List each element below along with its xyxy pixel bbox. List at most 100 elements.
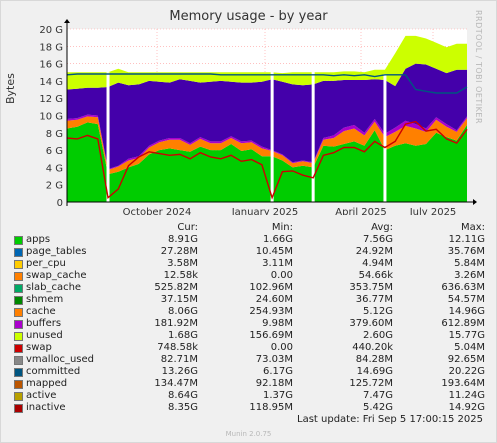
- y-tick-label: 18 G: [39, 42, 63, 53]
- legend-name: committed: [26, 366, 81, 377]
- legend-swatch: [14, 236, 23, 245]
- legend-min-value: 6.17G: [262, 366, 293, 377]
- axes: [64, 19, 477, 206]
- legend-avg-value: 4.94M: [362, 258, 393, 269]
- legend-swatch: [14, 248, 23, 257]
- legend-name: apps: [26, 234, 51, 245]
- y-tick-label: 12 G: [39, 94, 63, 105]
- area-series: [67, 35, 467, 203]
- x-tick-label: April 2025: [335, 207, 386, 215]
- legend-min-value: 254.93M: [249, 306, 293, 317]
- legend-swatch: [14, 284, 23, 293]
- legend-row-shmem: shmem 37.15M 24.60M 36.77M 54.57M: [0, 294, 497, 306]
- legend-max-value: 14.96G: [448, 306, 485, 317]
- legend-cur-value: 748.58k: [157, 342, 198, 353]
- y-tick-label: 4 G: [46, 163, 63, 174]
- legend-name: shmem: [26, 294, 64, 305]
- data-gap: [106, 72, 110, 202]
- area-apps: [67, 122, 467, 202]
- legend-header: Cur: Min: Avg: Max:: [0, 222, 497, 234]
- legend-name: active: [26, 390, 57, 401]
- last-update: Last update: Fri Sep 5 17:00:15 2025: [297, 414, 483, 425]
- area-unused: [67, 35, 467, 90]
- legend-row-unused: unused 1.68G 156.69M 2.60G 15.77G: [0, 330, 497, 342]
- legend-avg-value: 379.60M: [349, 318, 393, 329]
- legend-avg-value: 24.92M: [355, 246, 393, 257]
- legend-max-value: 11.24G: [448, 390, 485, 401]
- legend-name: buffers: [26, 318, 62, 329]
- legend-min-value: 9.98M: [262, 318, 293, 329]
- legend-min-value: 0.00: [270, 342, 293, 353]
- data-gap: [311, 69, 315, 202]
- legend-row-cache: cache 8.06G 254.93M 5.12G 14.96G: [0, 306, 497, 318]
- legend-swatch: [14, 380, 23, 389]
- legend-name: cache: [26, 306, 56, 317]
- legend-max-value: 5.04M: [454, 342, 485, 353]
- legend-swatch: [14, 320, 23, 329]
- munin-version: Munin 2.0.75: [225, 430, 272, 438]
- x-tick-labels: October 2024 January 2025 April 2025 July 2…: [123, 207, 457, 215]
- legend-avg-value: 36.77M: [355, 294, 393, 305]
- legend-row-swap: swap 748.58k 0.00 440.20k 5.04M: [0, 342, 497, 354]
- legend-row-committed: committed 13.26G 6.17G 14.69G 20.22G: [0, 366, 497, 378]
- x-tick-label: January 2025: [231, 207, 299, 215]
- legend-avg-value: 54.66k: [358, 270, 393, 281]
- legend-header-min: Min:: [271, 222, 293, 233]
- legend-min-value: 92.18M: [255, 378, 293, 389]
- legend-max-value: 54.57M: [447, 294, 485, 305]
- legend-min-value: 10.45M: [255, 246, 293, 257]
- legend-cur-value: 3.58M: [167, 258, 198, 269]
- legend-swatch: [14, 368, 23, 377]
- legend-min-value: 118.95M: [249, 402, 293, 413]
- legend-name: page_tables: [26, 246, 87, 257]
- legend-cur-value: 8.35G: [167, 402, 198, 413]
- legend-avg-value: 125.72M: [349, 378, 393, 389]
- legend-min-value: 0.00: [270, 270, 293, 281]
- memory-chart: 0 2 G 4 G 6 G 8 G 10 G 12 G 14 G 16 G 18 G 20 G Oc…: [39, 19, 477, 215]
- x-axis-arrow: [473, 199, 477, 205]
- legend-row-buffers: buffers 181.92M 9.98M 379.60M 612.89M: [0, 318, 497, 330]
- data-gap: [270, 70, 274, 203]
- legend-row-per-cpu: per_cpu 3.58M 3.11M 4.94M 5.84M: [0, 258, 497, 270]
- legend-cur-value: 13.26G: [161, 366, 198, 377]
- legend-avg-value: 14.69G: [356, 366, 393, 377]
- legend-swatch: [14, 344, 23, 353]
- legend-swatch: [14, 296, 23, 305]
- legend-max-value: 612.89M: [441, 318, 485, 329]
- legend-row-mapped: mapped 134.47M 92.18M 125.72M 193.64M: [0, 378, 497, 390]
- y-tick-label: 2 G: [46, 181, 63, 192]
- legend-max-value: 14.92G: [448, 402, 485, 413]
- legend-avg-value: 7.56G: [362, 234, 393, 245]
- legend-swatch: [14, 332, 23, 341]
- legend-max-value: 3.26M: [454, 270, 485, 281]
- legend-row-inactive: inactive 8.35G 118.95M 5.42G 14.92G: [0, 402, 497, 414]
- chart-title: Memory usage - by year: [169, 9, 328, 24]
- line-series: [66, 73, 468, 200]
- x-tick-label: July 2025: [409, 207, 457, 215]
- legend-row-active: active 8.64G 1.37G 7.47G 11.24G: [0, 390, 497, 402]
- legend-swatch: [14, 260, 23, 269]
- legend-row-apps: apps 8.91G 1.66G 7.56G 12.11G: [0, 234, 497, 246]
- legend-max-value: 636.63M: [441, 282, 485, 293]
- legend-cur-value: 525.82M: [154, 282, 198, 293]
- legend-header-cur: Cur:: [177, 222, 198, 233]
- legend-name: mapped: [26, 378, 68, 389]
- legend-name: per_cpu: [26, 258, 66, 269]
- legend-swatch: [14, 308, 23, 317]
- legend-cur-value: 82.71M: [160, 354, 198, 365]
- legend-name: inactive: [26, 402, 66, 413]
- legend-row-vmalloc-used: vmalloc_used 82.71M 73.03M 84.28M 92.65M: [0, 354, 497, 366]
- legend-avg-value: 84.28M: [355, 354, 393, 365]
- legend-avg-value: 5.42G: [362, 402, 393, 413]
- legend-row-page-tables: page_tables 27.28M 10.45M 24.92M 35.76M: [0, 246, 497, 258]
- legend-cur-value: 134.47M: [154, 378, 198, 389]
- line-inactive: [66, 120, 468, 200]
- legend-min-value: 73.03M: [255, 354, 293, 365]
- y-tick-label: 14 G: [39, 77, 63, 88]
- line-committed: [66, 73, 468, 94]
- legend-cur-value: 37.15M: [160, 294, 198, 305]
- y-tick-label: 0: [57, 198, 63, 209]
- legend-name: swap_cache: [26, 270, 87, 281]
- legend-cur-value: 8.91G: [167, 234, 198, 245]
- legend-avg-value: 2.60G: [362, 330, 393, 341]
